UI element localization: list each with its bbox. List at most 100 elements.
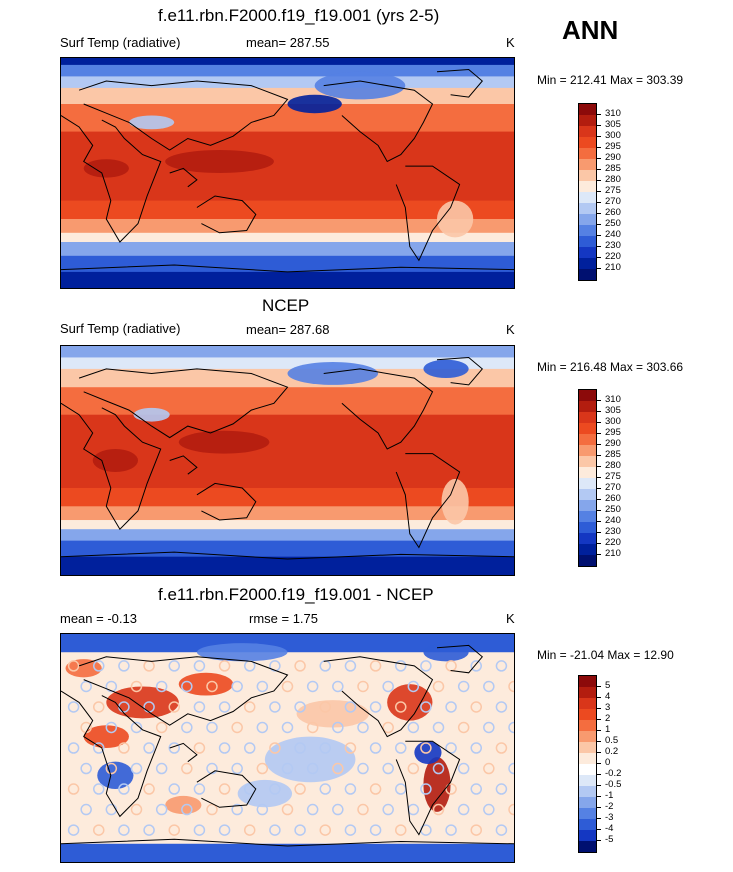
coastline [78,656,289,726]
colorbar-tick-label: 305 [605,119,621,130]
contour-ring [294,660,306,672]
contour-ring [306,762,319,775]
contour-ring [105,680,118,693]
colorbar-tick [597,114,601,115]
colorbar-tick [597,763,601,764]
coastline [169,167,198,188]
colorbar-swatch [579,544,596,555]
colorbar-tick-label: 285 [605,163,621,174]
coastline [395,453,461,549]
colorbar-tick [597,191,601,192]
temperature-band [61,357,514,370]
coastline [61,264,514,273]
contour-ring [420,660,432,672]
contour-ring [218,742,231,754]
contour-ring [407,721,420,734]
contour-ring [332,721,344,734]
contour-ring [130,803,143,816]
anomaly-region [314,71,406,100]
contour-ring [281,803,294,816]
contour-ring [332,680,344,693]
contour-ring [432,803,445,816]
panel3-title: f.e11.rbn.F2000.f19_f19.001 - NCEP [158,585,434,604]
panel1-mean-label: mean= 287.55 [246,35,330,50]
colorbar-tick [597,532,601,533]
colorbar-tick-label: -0.5 [605,779,622,790]
contour-ring [155,721,168,734]
contour-ring [244,701,256,713]
contour-ring [369,824,382,836]
temperature-band [61,540,514,558]
contour-ring [344,701,357,713]
colorbar-tick [597,180,601,181]
colorbar-swatch [579,676,596,687]
temperature-band [61,64,514,77]
anomaly-region [237,779,293,808]
contour-ring [344,742,357,754]
coastline [61,115,162,243]
anomaly-region [423,643,469,662]
colorbar-swatch [579,489,596,500]
contour-ring [395,824,407,836]
temperature-band [61,58,514,66]
colorbar-swatch [579,500,596,511]
colorbar-tick-label: 2 [605,713,611,724]
temperature-band [61,271,514,288]
contour-ring [294,701,306,713]
contour-ring [218,824,231,836]
panel2-mean-label: mean= 287.68 [246,322,330,337]
contour-ring [130,762,143,775]
temperature-band [61,232,514,243]
temperature-band [61,414,514,489]
contour-ring [508,803,514,816]
colorbar-swatch [579,819,596,830]
colorbar-swatch [579,522,596,533]
map-svg [61,58,514,288]
contour-ring [206,762,218,775]
coastline [61,402,162,531]
colorbar-tick [597,488,601,489]
contour-ring [269,660,281,672]
contour-ring [319,742,331,754]
contour-ring [294,742,306,754]
temperature-band [61,506,514,521]
contour-ring [93,701,105,713]
contour-ring [369,783,382,795]
contour-ring [193,742,206,754]
contour-ring [483,762,495,775]
contour-ring [218,783,231,795]
contour-ring [231,680,243,693]
panel1-map [60,57,515,289]
colorbar-tick [597,796,601,797]
colorbar-swatch [579,764,596,775]
colorbar-tick-label: 300 [605,130,621,141]
colorbar-swatch [579,159,596,170]
coastline [436,356,484,386]
contour-ring [457,762,470,775]
colorbar-tick-label: 290 [605,152,621,163]
contour-ring [168,783,180,795]
contour-ring [495,701,508,713]
colorbar-tick [597,466,601,467]
coastline [196,770,257,808]
contour-ring [206,803,218,816]
contour-ring [332,762,344,775]
panel1-colorbar: 310 305 300 295 290 285 280 275 270 260 250 240 230 2… [578,103,621,281]
contour-ring [269,701,281,713]
map-svg [61,634,514,862]
contour-ring [67,660,80,672]
temperature-band [61,104,514,133]
contour-ring [369,660,382,672]
contour-ring [168,824,180,836]
colorbar-tick [597,246,601,247]
panel2-map [60,345,515,576]
contour-ring [495,783,508,795]
contour-ring [445,783,457,795]
panel2-variable-label: Surf Temp (radiative) [60,321,181,336]
contour-ring [508,721,514,734]
coastline [395,165,461,262]
colorbar-tick [597,400,601,401]
anomaly-region [423,757,451,812]
colorbar-swatch [579,445,596,456]
temperature-band [61,200,514,220]
